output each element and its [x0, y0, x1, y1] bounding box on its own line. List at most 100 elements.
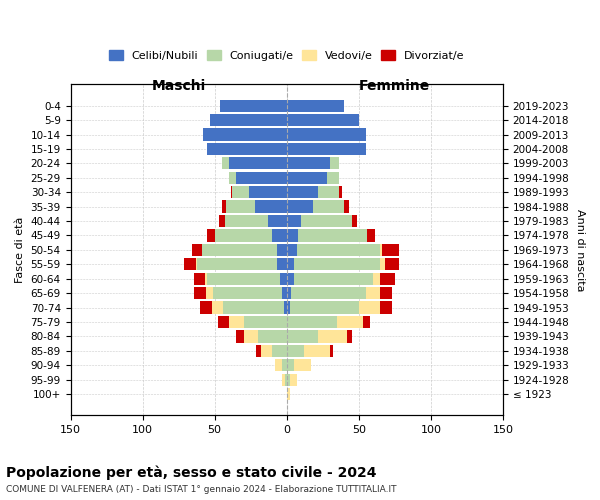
Bar — [294, 272, 373, 285]
Bar — [229, 316, 244, 328]
Bar — [268, 215, 287, 227]
Bar — [255, 200, 287, 212]
Bar — [290, 302, 359, 314]
Bar — [290, 374, 297, 386]
Bar — [194, 272, 205, 285]
Bar — [385, 258, 399, 270]
Bar — [203, 128, 287, 140]
Bar — [200, 302, 212, 314]
Bar — [205, 272, 208, 285]
Bar — [244, 316, 287, 328]
Bar — [211, 114, 287, 126]
Bar — [298, 230, 367, 241]
Bar — [330, 157, 338, 170]
Bar — [367, 230, 374, 241]
Bar — [294, 258, 380, 270]
Text: Maschi: Maschi — [152, 78, 206, 92]
Bar — [287, 157, 330, 170]
Bar — [220, 100, 287, 112]
Bar — [373, 272, 380, 285]
Bar — [218, 316, 229, 328]
Bar — [284, 302, 287, 314]
Bar — [287, 215, 301, 227]
Bar — [283, 287, 287, 300]
Bar — [287, 186, 319, 198]
Bar — [287, 100, 344, 112]
Bar — [213, 287, 283, 300]
Text: Popolazione per età, sesso e stato civile - 2024: Popolazione per età, sesso e stato civil… — [6, 465, 377, 479]
Bar — [272, 230, 287, 241]
Bar — [249, 186, 287, 198]
Bar — [301, 215, 352, 227]
Bar — [327, 172, 338, 184]
Bar — [319, 186, 338, 198]
Bar — [261, 344, 272, 357]
Bar — [344, 200, 349, 212]
Bar — [287, 172, 327, 184]
Text: COMUNE DI VALFENERA (AT) - Dati ISTAT 1° gennaio 2024 - Elaborazione TUTTITALIA.: COMUNE DI VALFENERA (AT) - Dati ISTAT 1°… — [6, 485, 397, 494]
Bar — [313, 200, 344, 212]
Bar — [272, 344, 287, 357]
Bar — [236, 172, 287, 184]
Bar — [287, 244, 297, 256]
Bar — [380, 272, 395, 285]
Bar — [287, 143, 366, 155]
Bar — [229, 157, 287, 170]
Bar — [283, 374, 286, 386]
Bar — [287, 388, 290, 400]
Bar — [208, 272, 280, 285]
Bar — [225, 215, 268, 227]
Bar — [380, 258, 385, 270]
Bar — [291, 287, 366, 300]
Bar — [287, 114, 359, 126]
Bar — [208, 143, 287, 155]
Bar — [232, 186, 249, 198]
Bar — [337, 316, 363, 328]
Bar — [287, 258, 294, 270]
Bar — [352, 215, 358, 227]
Bar — [283, 359, 287, 372]
Bar — [287, 272, 294, 285]
Bar — [287, 316, 337, 328]
Bar — [330, 344, 333, 357]
Bar — [286, 374, 287, 386]
Bar — [338, 186, 341, 198]
Bar — [275, 359, 283, 372]
Bar — [197, 258, 277, 270]
Text: Femmine: Femmine — [359, 78, 430, 92]
Bar — [294, 359, 311, 372]
Bar — [222, 200, 226, 212]
Bar — [319, 330, 347, 342]
Bar — [258, 330, 287, 342]
Bar — [287, 330, 319, 342]
Bar — [184, 258, 196, 270]
Bar — [380, 244, 382, 256]
Bar — [229, 172, 236, 184]
Bar — [191, 244, 202, 256]
Bar — [202, 244, 277, 256]
Bar — [212, 302, 223, 314]
Bar — [236, 330, 244, 342]
Bar — [277, 244, 287, 256]
Bar — [223, 302, 284, 314]
Bar — [287, 128, 366, 140]
Bar — [215, 230, 272, 241]
Bar — [256, 344, 261, 357]
Bar — [366, 287, 380, 300]
Bar — [380, 287, 392, 300]
Bar — [206, 287, 213, 300]
Bar — [287, 374, 290, 386]
Bar — [363, 316, 370, 328]
Bar — [226, 200, 255, 212]
Bar — [219, 215, 225, 227]
Bar — [277, 258, 287, 270]
Legend: Celibi/Nubili, Coniugati/e, Vedovi/e, Divorziat/e: Celibi/Nubili, Coniugati/e, Vedovi/e, Di… — [106, 47, 467, 64]
Bar — [380, 302, 392, 314]
Bar — [287, 344, 304, 357]
Bar — [382, 244, 399, 256]
Bar — [208, 230, 215, 241]
Bar — [347, 330, 352, 342]
Bar — [222, 157, 229, 170]
Bar — [194, 287, 206, 300]
Y-axis label: Fasce di età: Fasce di età — [15, 216, 25, 283]
